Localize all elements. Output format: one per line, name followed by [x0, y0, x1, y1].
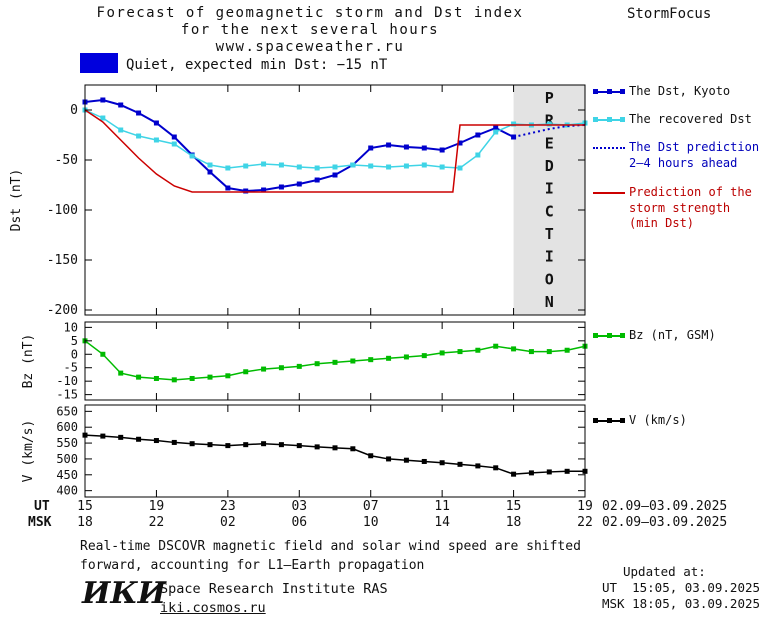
svg-text:V (km/s): V (km/s)	[21, 420, 36, 483]
svg-text:N: N	[545, 293, 554, 311]
title-line-1: Forecast of geomagnetic storm and Dst in…	[96, 5, 524, 21]
svg-text:600: 600	[56, 420, 78, 434]
svg-text:15: 15	[77, 499, 93, 514]
svg-text:450: 450	[56, 468, 78, 482]
svg-text:-10: -10	[56, 374, 78, 388]
svg-text:-200: -200	[47, 303, 78, 318]
svg-text:D: D	[545, 157, 554, 175]
svg-text:23: 23	[220, 499, 236, 514]
svg-text:C: C	[545, 202, 554, 220]
svg-text:550: 550	[56, 436, 78, 450]
svg-text:I: I	[545, 180, 554, 198]
svg-text:15: 15	[506, 499, 522, 514]
updated-at-label: Updated at:	[623, 564, 706, 579]
storm-status-label: Quiet, expected min Dst: −15 nT	[126, 57, 388, 73]
legend-entry-storm-strength: Prediction of the storm strength (min Ds…	[593, 185, 752, 232]
title-line-2: for the next several hours	[180, 22, 440, 39]
svg-text:19: 19	[149, 499, 165, 514]
institute-name: Space Research Institute RAS	[160, 581, 388, 597]
legend-entry-bz: Bz (nT, GSM)	[593, 328, 716, 344]
svg-text:Bz (nT): Bz (nT)	[21, 334, 36, 389]
svg-text:19: 19	[577, 499, 593, 514]
red-line-icon	[593, 188, 625, 199]
v-line-icon	[593, 416, 625, 427]
svg-text:06: 06	[291, 515, 307, 530]
svg-text:22: 22	[149, 515, 165, 530]
legend-label: Bz (nT, GSM)	[629, 328, 716, 342]
svg-text:UT: UT	[34, 499, 50, 514]
svg-text:0: 0	[71, 347, 78, 361]
recovered-dst-line-icon	[593, 115, 625, 126]
bz-line-icon	[593, 331, 625, 342]
svg-text:03: 03	[291, 499, 307, 514]
updated-ut: UT 15:05, 03.09.2025	[602, 580, 760, 595]
legend-entry-v: V (km/s)	[593, 413, 687, 429]
svg-text:Dst (nT): Dst (nT)	[9, 169, 24, 232]
caption-line-2: forward, accounting for L1–Earth propaga…	[80, 557, 425, 573]
page-title: Forecast of geomagnetic storm and Dst in…	[20, 5, 600, 56]
svg-text:-5: -5	[64, 361, 78, 375]
title-url[interactable]: www.spaceweather.ru	[215, 39, 405, 56]
dst-kyoto-line-icon	[593, 87, 625, 98]
svg-text:P: P	[545, 89, 554, 107]
legend-label: V (km/s)	[629, 413, 687, 427]
svg-text:22: 22	[577, 515, 593, 530]
caption-line-1: Real-time DSCOVR magnetic field and sola…	[80, 539, 581, 554]
svg-text:E: E	[545, 134, 554, 152]
svg-text:18: 18	[506, 515, 522, 530]
svg-text:07: 07	[363, 499, 379, 514]
svg-text:11: 11	[434, 499, 450, 514]
svg-text:-100: -100	[47, 203, 78, 218]
svg-text:-150: -150	[47, 253, 78, 268]
svg-text:R: R	[545, 112, 555, 130]
svg-text:-15: -15	[56, 388, 78, 402]
svg-text:0: 0	[70, 103, 78, 118]
svg-text:02.09–03.09.2025: 02.09–03.09.2025	[602, 515, 727, 530]
svg-text:10: 10	[363, 515, 379, 530]
svg-text:-50: -50	[55, 153, 78, 168]
svg-text:I: I	[545, 248, 554, 266]
svg-text:T: T	[545, 225, 554, 243]
brand-label: StormFocus	[627, 6, 712, 22]
institute-site-link[interactable]: iki.cosmos.ru	[160, 600, 266, 616]
legend-entry-dst-prediction: The Dst prediction 2–4 hours ahead	[593, 140, 759, 171]
svg-text:02: 02	[220, 515, 236, 530]
chart-caption: Real-time DSCOVR magnetic field and sola…	[80, 538, 581, 576]
storm-level-swatch	[80, 53, 118, 73]
legend-label: The Dst prediction 2–4 hours ahead	[629, 140, 760, 170]
legend-label: The recovered Dst	[629, 112, 752, 126]
svg-text:400: 400	[56, 484, 78, 498]
dotted-line-icon	[593, 143, 625, 154]
updated-msk: MSK 18:05, 03.09.2025	[602, 596, 760, 611]
legend-entry-recovered-dst: The recovered Dst	[593, 112, 752, 128]
svg-text:MSK: MSK	[28, 515, 52, 530]
svg-text:14: 14	[434, 515, 450, 530]
svg-text:650: 650	[56, 404, 78, 418]
svg-text:18: 18	[77, 515, 93, 530]
svg-text:O: O	[545, 270, 554, 288]
svg-text:10: 10	[64, 320, 78, 334]
svg-text:5: 5	[71, 334, 78, 348]
legend-label: The Dst, Kyoto	[629, 84, 731, 98]
svg-text:500: 500	[56, 452, 78, 466]
svg-text:02.09–03.09.2025: 02.09–03.09.2025	[602, 499, 727, 514]
legend-label: Prediction of the storm strength (min Ds…	[629, 185, 752, 231]
iki-logo: ИКИ	[82, 576, 166, 611]
legend-entry-dst-kyoto: The Dst, Kyoto	[593, 84, 730, 100]
